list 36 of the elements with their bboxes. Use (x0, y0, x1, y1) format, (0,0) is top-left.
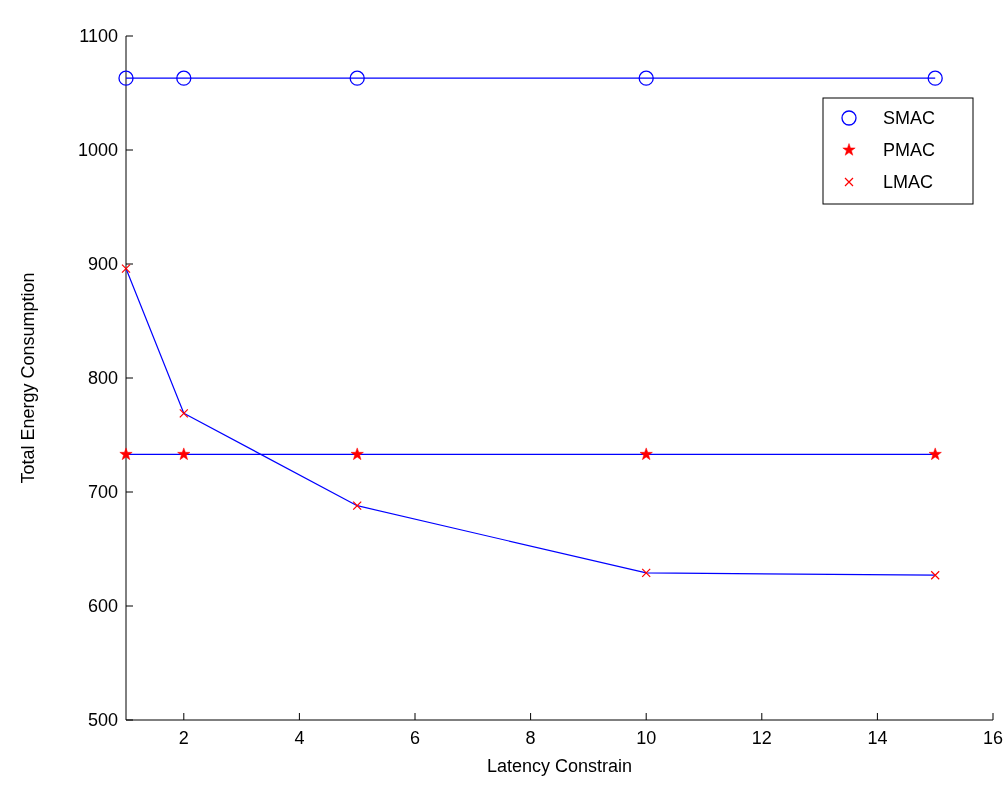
point (352, 501, 362, 511)
y-tick-label: 500 (87, 710, 118, 730)
point (118, 70, 134, 86)
y-tick-label: 600 (87, 596, 118, 616)
point (928, 447, 942, 460)
point (641, 568, 651, 578)
y-tick-label: 700 (87, 482, 118, 502)
legend-label: PMAC (883, 140, 936, 160)
y-axis-title: Total Energy Consumption (18, 272, 38, 484)
x-tick-label: 10 (636, 728, 657, 748)
y-tick-label: 1100 (79, 26, 118, 46)
point (179, 408, 189, 418)
x-tick-label: 12 (751, 728, 772, 748)
point (349, 70, 365, 86)
y-tick-label: 800 (87, 368, 118, 388)
point (930, 570, 940, 580)
x-tick-label: 8 (525, 728, 536, 748)
x-tick-label: 14 (867, 728, 888, 748)
legend-label: LMAC (883, 172, 934, 192)
point (927, 70, 943, 86)
point (177, 447, 191, 460)
point (350, 447, 364, 460)
x-tick-label: 16 (982, 728, 1004, 748)
y-tick-label: 900 (87, 254, 118, 274)
point (121, 263, 131, 274)
legend-label: SMAC (883, 108, 936, 128)
point (176, 70, 192, 86)
line-series (125, 267, 936, 576)
y-tick-label: 1000 (77, 140, 118, 160)
x-tick-label: 2 (178, 728, 189, 748)
x-tick-label: 6 (409, 728, 421, 748)
x-tick-label: 4 (294, 728, 305, 748)
point (119, 447, 133, 460)
x-axis-title: Latency Constrain (486, 756, 633, 776)
point (639, 447, 653, 460)
point (638, 70, 654, 86)
